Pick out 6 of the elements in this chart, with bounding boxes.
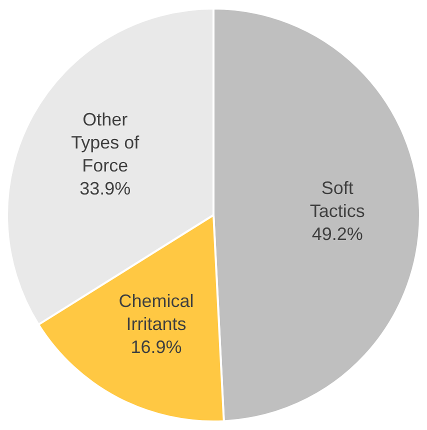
slice-label: Chemical Irritants xyxy=(118,290,194,334)
slice-label: Soft Tactics xyxy=(310,178,365,221)
data-label: 16.9% xyxy=(130,336,182,357)
data-label: 33.9% xyxy=(80,178,131,198)
data-label: 49.2% xyxy=(312,224,363,244)
slice-label: Other Types of Force xyxy=(71,109,140,176)
